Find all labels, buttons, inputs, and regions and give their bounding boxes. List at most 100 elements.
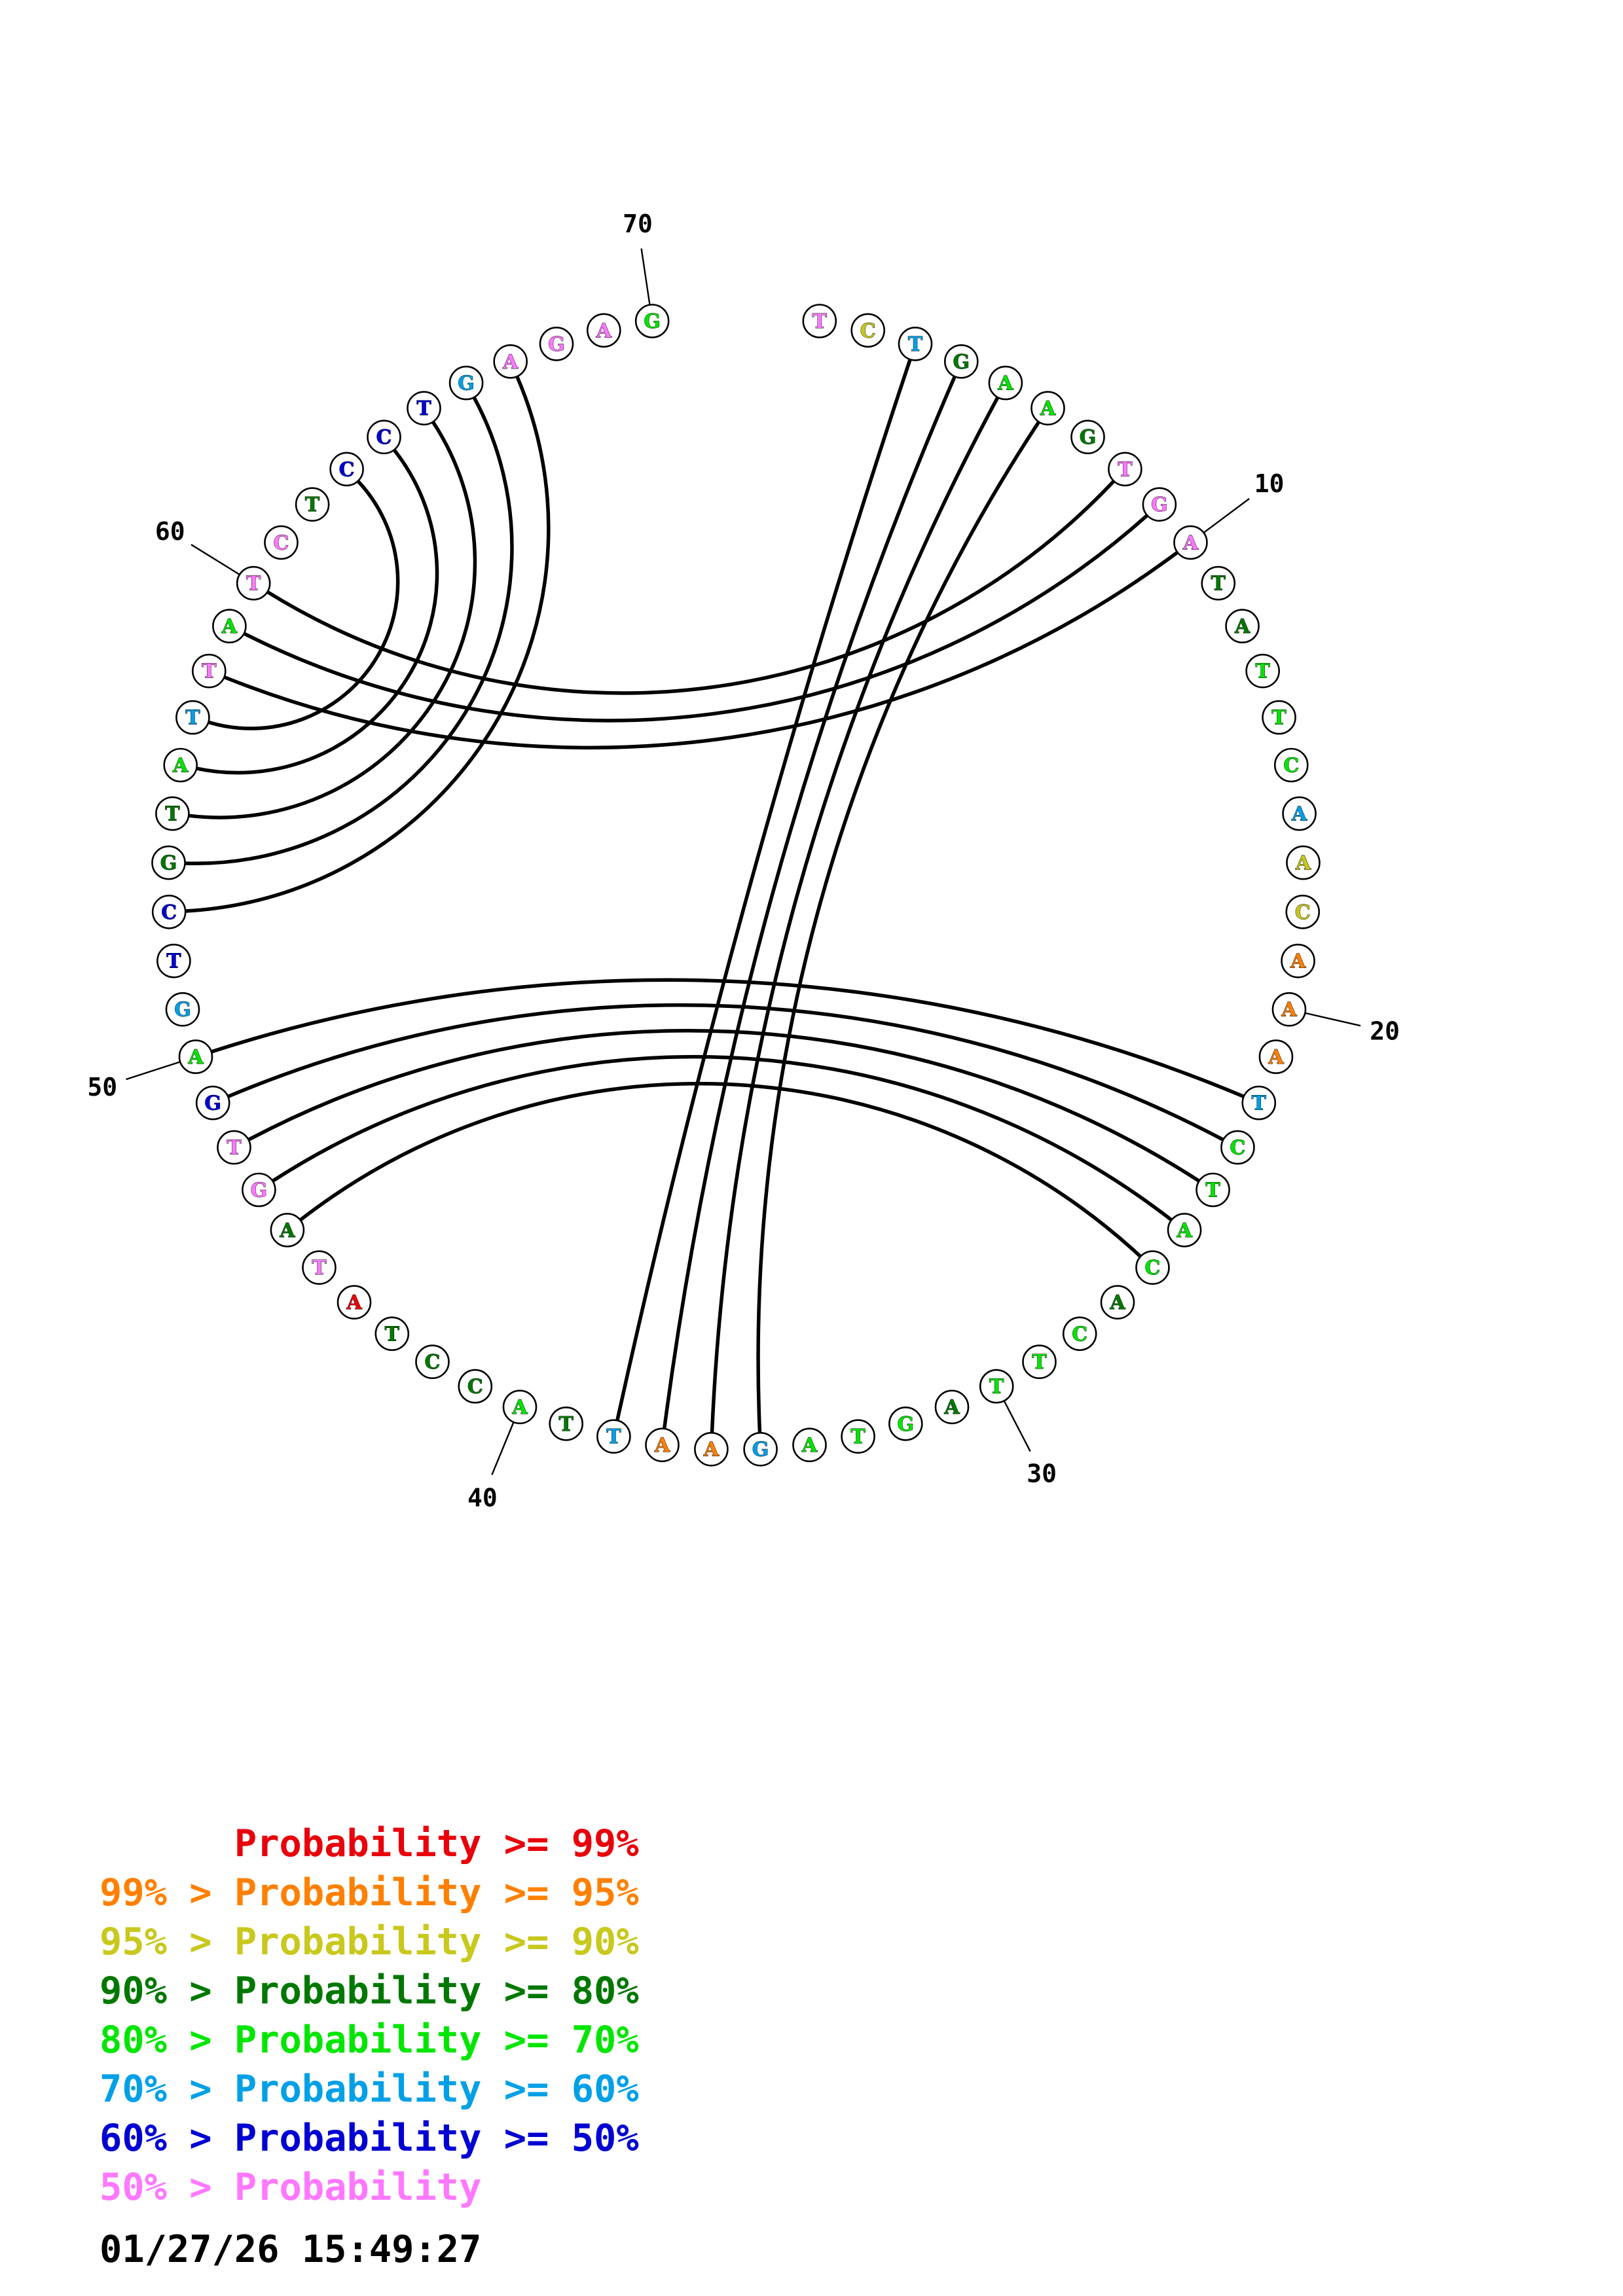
nucleotide-letter: G — [174, 999, 191, 1022]
tick-line-40 — [491, 1422, 515, 1475]
legend-row: 95% > Probability >= 90% — [100, 1918, 639, 1967]
base-pair-arc-53-67 — [185, 376, 551, 913]
nucleotide-letter: G — [548, 333, 565, 356]
nucleotide-circle — [236, 565, 271, 601]
nucleotide-1: T — [802, 304, 837, 338]
legend-label: Probability — [234, 2068, 482, 2111]
nucleotide-circle — [1225, 609, 1260, 643]
legend-label: Probability — [234, 1920, 482, 1964]
nucleotide-circle — [337, 1285, 372, 1319]
base-pair-arc-6-35 — [756, 421, 1040, 1433]
nucleotide-letter: A — [221, 615, 238, 638]
nucleotide-circle — [1070, 420, 1105, 455]
nucleotide-letter: A — [1281, 999, 1297, 1022]
nucleotide-16: A — [1282, 796, 1317, 831]
nucleotide-18: C — [1285, 895, 1321, 929]
nucleotide-circle — [549, 1407, 584, 1441]
legend-prefix: 70% > — [100, 2068, 212, 2111]
tick-line-10 — [1203, 497, 1250, 533]
legend-row: 70% > Probability >= 60% — [100, 2065, 639, 2114]
nucleotide-letter: C — [467, 1376, 483, 1399]
nucleotide-51: G — [165, 992, 200, 1027]
nucleotide-17: A — [1286, 845, 1321, 880]
nucleotide-letter: A — [801, 1434, 818, 1457]
nucleotide-circle — [743, 1431, 778, 1467]
nucleotide-21: A — [1258, 1039, 1294, 1074]
nucleotide-22: T — [1241, 1085, 1277, 1121]
nucleotide-letter: A — [1267, 1046, 1284, 1069]
tick-line-50 — [126, 1061, 181, 1081]
nucleotide-circle — [217, 1130, 251, 1165]
nucleotide-circle — [988, 365, 1023, 401]
legend-label: Probability — [234, 2166, 482, 2209]
nucleotide-letter: T — [1271, 707, 1286, 730]
nucleotide-10: A — [1173, 525, 1208, 560]
nucleotide-letter: G — [1151, 493, 1168, 516]
base-pair-arc-5-36 — [710, 396, 1000, 1433]
nucleotide-letter: T — [165, 803, 180, 826]
nucleotide-30: T — [979, 1369, 1014, 1404]
nucleotide-letter: T — [1256, 660, 1271, 683]
nucleotide-circle — [1201, 565, 1236, 601]
nucleotide-ring: T CTGAAGTGATATTCAACAAATCTACACTTAGTAGAATTA… — [151, 304, 1321, 1467]
nucleotide-3: T — [898, 327, 933, 361]
nucleotide-letter: A — [187, 1046, 204, 1069]
nucleotide-circle — [163, 747, 198, 783]
nucleotide-12: A — [1225, 609, 1260, 643]
nucleotide-32: G — [888, 1407, 923, 1441]
base-pair-arc-56-64 — [196, 448, 439, 775]
nucleotide-circle — [1286, 845, 1321, 880]
legend-threshold: >= 70% — [503, 2018, 639, 2062]
nucleotide-33: T — [841, 1419, 875, 1454]
nucleotide-60: T — [236, 565, 271, 601]
nucleotide-circle — [270, 1213, 305, 1247]
nucleotide-letter: A — [1109, 1291, 1125, 1314]
nucleotide-letter: T — [1211, 573, 1226, 596]
nucleotide-letter: T — [246, 573, 261, 596]
nucleotide-circle — [415, 1344, 450, 1379]
nucleotide-55: T — [155, 796, 190, 831]
nucleotide-6: A — [1030, 391, 1065, 426]
nucleotide-circle — [1173, 525, 1208, 560]
nucleotide-circle — [1285, 895, 1321, 929]
nucleotide-11: T — [1201, 565, 1236, 601]
nucleotide-letter: C — [376, 426, 392, 449]
legend-row: 99% > Probability >= 95% — [100, 1869, 639, 1918]
nucleotide-8: T — [1108, 452, 1142, 487]
tick-label-20: 20 — [1370, 1017, 1400, 1046]
nucleotide-20: A — [1271, 992, 1307, 1027]
nucleotide-59: A — [212, 609, 247, 643]
nucleotide-letter: G — [204, 1092, 221, 1115]
nucleotide-circle — [1241, 1085, 1277, 1121]
nucleotide-19: A — [1281, 943, 1315, 978]
position-ticks: 10 20 30 40 50 60 70 — [87, 209, 1400, 1512]
base-pair-arc-57-63 — [208, 480, 400, 730]
nucleotide-circle — [634, 304, 670, 338]
nucleotide-5: A — [988, 365, 1023, 401]
tick-line-20 — [1305, 1012, 1361, 1027]
nucleotide-circle — [367, 420, 401, 455]
legend-row: 90% > Probability >= 80% — [100, 1967, 639, 2016]
nucleotide-37: A — [645, 1427, 680, 1462]
legend-prefix — [100, 1822, 212, 1865]
nucleotide-circle — [802, 304, 837, 338]
nucleotide-letter: C — [1283, 755, 1299, 778]
nucleotide-circle — [151, 845, 186, 880]
legend-label: Probability — [234, 2117, 482, 2160]
nucleotide-38: T — [596, 1419, 631, 1454]
nucleotide-circle — [1030, 391, 1065, 426]
nucleotide-letter: C — [1072, 1323, 1087, 1346]
nucleotide-letter: A — [943, 1396, 960, 1419]
nucleotide-circle — [1062, 1316, 1097, 1352]
nucleotide-circle — [1271, 992, 1307, 1027]
nucleotide-letter: T — [1252, 1092, 1267, 1115]
nucleotide-circle — [934, 1390, 970, 1424]
nucleotide-circle — [944, 344, 979, 379]
nucleotide-letter: T — [305, 493, 320, 516]
legend-row: 80% > Probability >= 70% — [100, 2016, 639, 2065]
nucleotide-letter: T — [850, 1426, 866, 1448]
base-pair-arcs — [185, 359, 1245, 1433]
nucleotide-49: G — [195, 1085, 230, 1121]
tick-line-60 — [191, 544, 240, 575]
base-pair-arc-3-38 — [615, 359, 912, 1421]
